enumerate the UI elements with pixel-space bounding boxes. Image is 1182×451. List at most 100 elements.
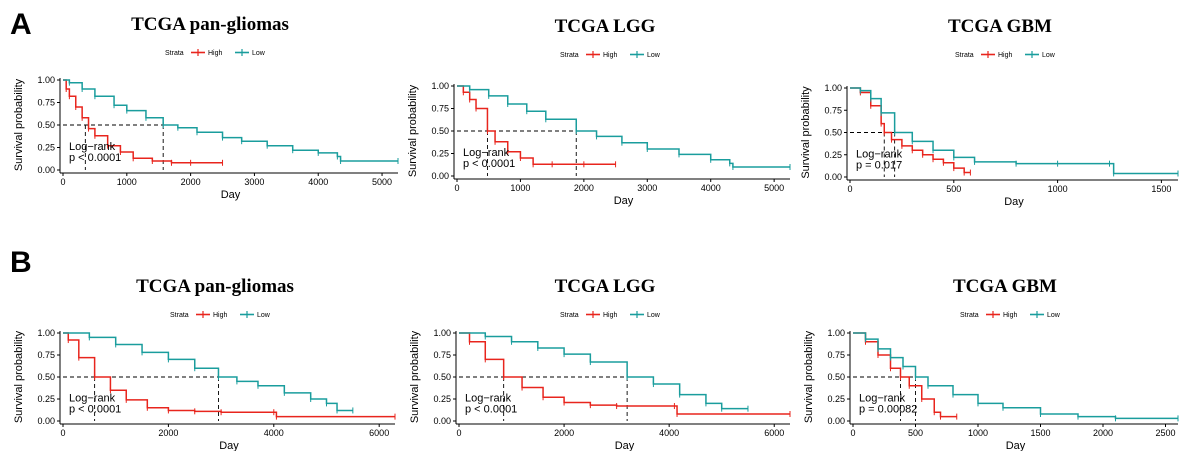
y-tick-label: 1.00 — [824, 83, 842, 93]
y-tick-label: 0.75 — [827, 350, 845, 360]
y-tick-label: 0.75 — [37, 350, 55, 360]
x-tick-label: 1000 — [1048, 184, 1068, 194]
curve-high — [853, 332, 957, 418]
x-tick-label: 4000 — [701, 183, 721, 193]
x-tick-label: 2000 — [554, 428, 574, 438]
x-tick-label: 2500 — [1155, 428, 1175, 438]
x-tick-label: 1500 — [1151, 184, 1171, 194]
legend-label-low: Low — [647, 312, 661, 319]
x-axis-label: Day — [614, 195, 634, 207]
y-tick-label: 0.00 — [433, 416, 451, 426]
y-tick-label: 0.25 — [824, 150, 842, 160]
x-tick-label: 0 — [847, 184, 852, 194]
y-tick-label: 0.75 — [824, 105, 842, 115]
x-axis-label: Day — [1004, 196, 1024, 208]
p-value: p < 0.0001 — [465, 404, 517, 416]
y-axis-label: Survival probability — [803, 330, 815, 423]
x-tick-label: 3000 — [637, 183, 657, 193]
p-value: p < 0.0001 — [69, 152, 121, 164]
y-axis-label: Survival probability — [800, 86, 812, 179]
x-tick-label: 6000 — [764, 428, 784, 438]
y-tick-label: 0.75 — [431, 104, 449, 114]
logrank-label: Log−rank — [859, 393, 906, 405]
x-tick-label: 500 — [908, 428, 923, 438]
x-tick-label: 4000 — [264, 428, 284, 438]
logrank-label: Log−rank — [69, 141, 116, 153]
x-tick-label: 3000 — [244, 177, 264, 187]
legend-title: Strata — [960, 312, 979, 319]
y-tick-label: 0.00 — [37, 416, 55, 426]
y-axis-label: Survival probability — [13, 78, 25, 171]
x-tick-label: 0 — [850, 428, 855, 438]
y-tick-label: 1.00 — [827, 328, 845, 338]
y-tick-label: 0.50 — [827, 372, 845, 382]
y-tick-label: 0.25 — [827, 394, 845, 404]
x-tick-label: 4000 — [308, 177, 328, 187]
y-axis-label: Survival probability — [13, 330, 25, 423]
legend-label-low: Low — [252, 50, 266, 57]
curve-high — [850, 87, 971, 174]
legend-title: Strata — [560, 312, 579, 319]
x-tick-label: 1000 — [510, 183, 530, 193]
km-plot-2: TCGA LGG Strata High Low 0.00 0.25 0.50 0.75 1.0… — [407, 16, 791, 207]
y-tick-label: 0.75 — [433, 350, 451, 360]
x-tick-label: 4000 — [659, 428, 679, 438]
logrank-label: Log−rank — [69, 393, 116, 405]
y-tick-label: 1.00 — [431, 81, 449, 91]
x-axis-label: Day — [1006, 440, 1026, 451]
panel-label-b: B — [10, 246, 32, 279]
y-tick-label: 0.25 — [431, 149, 449, 159]
logrank-label: Log−rank — [463, 147, 510, 159]
km-plot-4: TCGA pan-gliomas Strata High Low 0.00 0.25 0.5… — [13, 276, 396, 451]
y-tick-label: 1.00 — [37, 75, 55, 85]
x-tick-label: 1500 — [1030, 428, 1050, 438]
legend-title: Strata — [165, 50, 184, 57]
logrank-label: Log−rank — [856, 148, 903, 160]
y-tick-label: 0.50 — [431, 126, 449, 136]
p-value: p < 0.0001 — [463, 158, 515, 170]
y-tick-label: 0.00 — [824, 172, 842, 182]
x-tick-label: 5000 — [764, 183, 784, 193]
km-plot-6: TCGA GBM Strata High Low 0.00 0.25 0.50 0.75 1.0… — [803, 276, 1179, 451]
x-tick-label: 2000 — [1093, 428, 1113, 438]
plot-title: TCGA GBM — [948, 16, 1052, 37]
legend-label-low: Low — [1047, 312, 1061, 319]
y-tick-label: 1.00 — [37, 328, 55, 338]
y-axis-label: Survival probability — [409, 330, 421, 423]
legend-label-high: High — [1003, 312, 1018, 319]
plot-title: TCGA pan-gliomas — [131, 14, 289, 35]
y-tick-label: 0.50 — [37, 372, 55, 382]
logrank-label: Log−rank — [465, 393, 512, 405]
y-tick-label: 0.50 — [824, 128, 842, 138]
x-tick-label: 2000 — [574, 183, 594, 193]
y-tick-label: 1.00 — [433, 328, 451, 338]
x-tick-label: 1000 — [117, 177, 137, 187]
y-tick-label: 0.25 — [37, 143, 55, 153]
legend-title: Strata — [560, 52, 579, 59]
curve-high — [63, 332, 395, 418]
legend-title: Strata — [170, 312, 189, 319]
x-tick-label: 500 — [946, 184, 961, 194]
x-tick-label: 6000 — [369, 428, 389, 438]
y-axis-label: Survival probability — [407, 84, 419, 177]
plot-title: TCGA LGG — [555, 276, 656, 297]
legend-label-high: High — [213, 312, 228, 319]
legend-label-high: High — [998, 52, 1013, 59]
x-axis-label: Day — [615, 440, 635, 451]
y-tick-label: 0.00 — [431, 171, 449, 181]
curve-low — [853, 332, 1178, 420]
x-tick-label: 5000 — [372, 177, 392, 187]
plot-title: TCGA pan-gliomas — [136, 276, 294, 297]
curve-low — [63, 332, 353, 412]
legend-label-high: High — [603, 52, 618, 59]
y-tick-label: 0.50 — [433, 372, 451, 382]
legend-label-low: Low — [1042, 52, 1056, 59]
plot-title: TCGA LGG — [555, 16, 656, 37]
x-tick-label: 2000 — [181, 177, 201, 187]
x-tick-label: 1000 — [968, 428, 988, 438]
x-tick-label: 0 — [60, 428, 65, 438]
legend-label-low: Low — [647, 52, 661, 59]
x-axis-label: Day — [221, 189, 241, 201]
legend-title: Strata — [955, 52, 974, 59]
